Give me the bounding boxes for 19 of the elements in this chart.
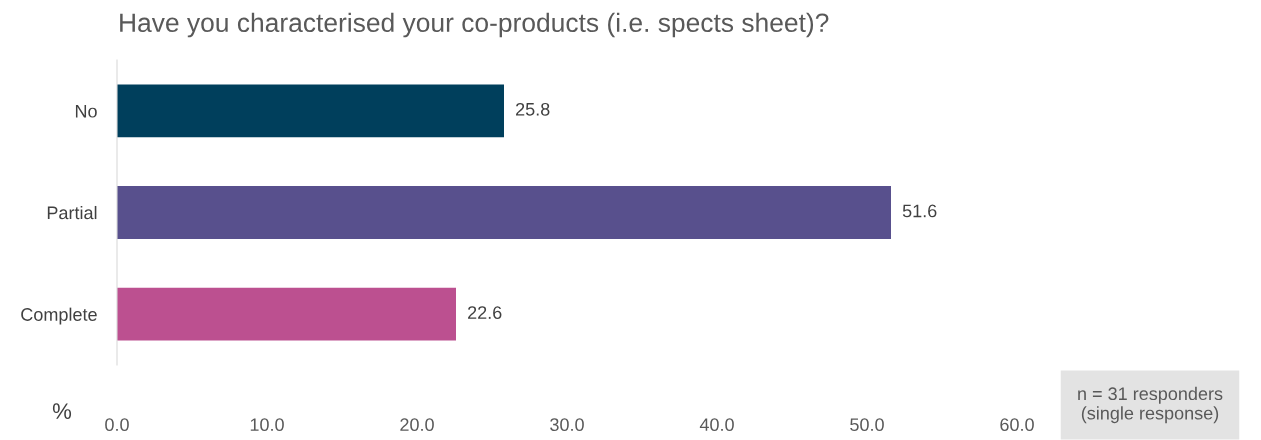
x-tick-label: 20.0 [400,418,434,432]
x-tick-label: 0.0 [105,418,129,432]
x-tick-label: 10.0 [250,418,284,432]
x-tick-label: 30.0 [550,418,584,432]
data-label: 22.6 [468,306,502,320]
text: n = 31 responders (single response) [1078,386,1223,424]
bar [117,84,504,138]
y-tick-label: Complete [21,307,97,325]
data-label: 25.8 [516,102,550,116]
bar [117,186,891,239]
x-axis-title: % [52,403,72,419]
bar [117,287,456,341]
data-label: 51.6 [902,204,937,218]
chart-title: Have you characterised your co-products (i.e. spects sheet)? [120,12,829,38]
y-tick-label: Partial [47,205,97,220]
x-tick-label: 50.0 [850,418,884,432]
y-tick-label: No [75,104,97,118]
x-tick-label: 40.0 [699,418,734,432]
x-tick-label: 60.0 [1000,418,1034,432]
